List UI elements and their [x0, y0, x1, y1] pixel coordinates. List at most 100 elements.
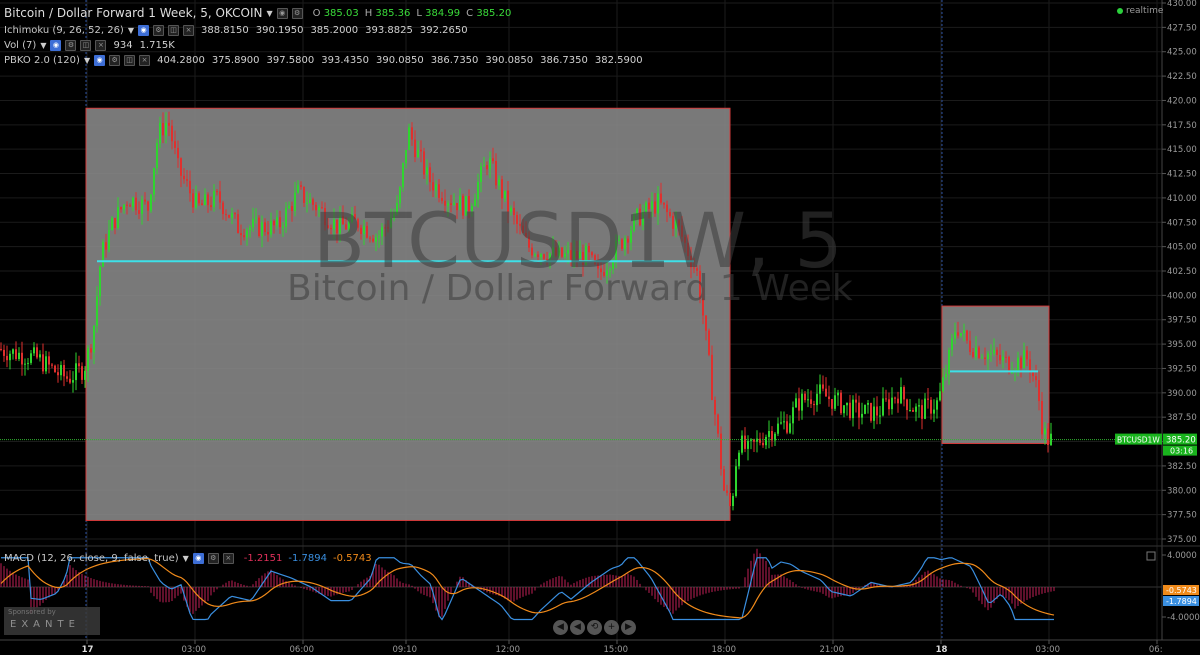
zoom-in-icon[interactable]: +	[604, 620, 619, 635]
indicator-eye-icon[interactable]: ◉	[138, 25, 149, 36]
price-tag-value: 385.20	[1166, 436, 1196, 446]
scroll-left-icon[interactable]: ◀	[553, 620, 568, 635]
candle	[3, 349, 5, 356]
macd-menu-icon[interactable]: ▼	[182, 554, 189, 563]
candle	[477, 181, 479, 200]
candle	[30, 353, 32, 363]
candle	[525, 232, 527, 237]
indicator-value: 393.8825	[365, 25, 413, 36]
candle	[735, 466, 737, 496]
indicator-delete-icon[interactable]: ×	[139, 55, 151, 66]
range-box[interactable]	[941, 305, 1050, 444]
indicator-source-icon[interactable]: ◫	[168, 25, 179, 36]
candle	[996, 349, 998, 356]
candle	[207, 194, 209, 206]
indicator-name[interactable]: Ichimoku (9, 26, 52, 26)	[4, 25, 124, 36]
candle	[747, 440, 749, 449]
candle	[528, 236, 530, 248]
candle	[273, 220, 275, 226]
indicator-value: 934	[113, 40, 133, 51]
watermark-name: Bitcoin / Dollar Forward 1 Week	[287, 268, 853, 309]
indicator-source-icon[interactable]: ◫	[80, 40, 92, 51]
ohlc-label-h: H	[364, 7, 376, 19]
candle	[816, 393, 818, 406]
candle	[108, 230, 110, 250]
candle	[480, 166, 482, 182]
candle	[519, 223, 521, 226]
candle	[786, 421, 788, 433]
indicator-menu-icon[interactable]: ▼	[127, 26, 134, 35]
main-legend: Bitcoin / Dollar Forward 1 Week, 5, OKCO…	[4, 6, 511, 20]
indicator-menu-icon[interactable]: ▼	[83, 56, 91, 65]
candle	[615, 240, 617, 263]
indicator-source-icon[interactable]: ◫	[124, 55, 136, 66]
indicator-name[interactable]: Vol (7)	[4, 40, 37, 51]
indicator-delete-icon[interactable]: ×	[183, 25, 194, 36]
scroll-right-icon[interactable]: ▶	[621, 620, 636, 635]
candle	[819, 384, 821, 394]
candle	[228, 214, 230, 218]
macd-value-tag-text: -0.5743	[1166, 586, 1197, 595]
indicator-value: 385.2000	[310, 25, 359, 36]
macd-label[interactable]: MACD (12, 26, close, 9, false, true)	[4, 553, 179, 564]
sponsor-badge[interactable]: Sponsored by EXANTE	[4, 607, 100, 635]
symbol-menu-icon[interactable]: ▼	[266, 8, 273, 18]
candle	[492, 158, 494, 162]
candle	[24, 363, 26, 365]
symbol-title[interactable]: Bitcoin / Dollar Forward 1 Week, 5, OKCO…	[4, 6, 263, 20]
macd-delete-icon[interactable]: ×	[222, 553, 234, 564]
indicator-delete-icon[interactable]: ×	[95, 40, 107, 51]
candle	[897, 398, 899, 404]
candle	[624, 238, 626, 249]
candle	[945, 373, 947, 378]
candle	[390, 218, 392, 228]
price-axis[interactable]: 430.00 427.50 425.00 422.50 420.00 417.50 415.…	[1161, 0, 1197, 640]
candle	[591, 252, 593, 256]
candle	[1044, 428, 1046, 435]
candle	[879, 415, 881, 417]
candle	[129, 205, 131, 207]
candle	[27, 362, 29, 364]
candle	[891, 397, 893, 410]
reset-icon[interactable]: ⟲	[587, 620, 602, 635]
candle	[654, 201, 656, 214]
ohlc-value-h: 385.36	[375, 7, 411, 19]
candle	[840, 392, 842, 414]
candle	[732, 495, 734, 507]
time-axis[interactable]: 17 03:00 06:00 09:10 12:00 15:00 18:00 21:00 18 0…	[0, 639, 1200, 655]
macd-eye-icon[interactable]: ◉	[192, 553, 204, 564]
candle	[603, 272, 605, 276]
candle	[669, 212, 671, 216]
candle	[540, 254, 542, 258]
candle	[138, 210, 140, 214]
ohlc-value-o: 385.03	[323, 7, 359, 19]
candle	[345, 224, 347, 230]
indicator-settings-icon[interactable]: ⚙	[109, 55, 121, 66]
eye-icon[interactable]: ◉	[276, 7, 288, 19]
price-tick-label: 382.50	[1167, 462, 1197, 472]
candle	[6, 355, 8, 361]
scroll-back-icon[interactable]: ◀	[570, 620, 585, 635]
candle	[990, 353, 992, 355]
macd-value: -0.5743	[333, 553, 372, 564]
indicator-eye-icon[interactable]: ◉	[50, 40, 62, 51]
candle	[465, 195, 467, 216]
candle	[93, 325, 95, 353]
candle	[759, 438, 761, 443]
indicator-menu-icon[interactable]: ▼	[40, 41, 47, 50]
candle	[351, 214, 353, 222]
indicator-settings-icon[interactable]: ⚙	[65, 40, 77, 51]
indicator-settings-icon[interactable]: ⚙	[153, 25, 164, 36]
candle	[618, 239, 620, 241]
candle	[324, 208, 326, 226]
macd-settings-icon[interactable]: ⚙	[207, 553, 219, 564]
range-box[interactable]	[85, 107, 731, 521]
candle	[960, 333, 962, 336]
candle	[258, 217, 260, 237]
indicator-name[interactable]: PBKO 2.0 (120)	[4, 55, 80, 66]
indicator-eye-icon[interactable]: ◉	[94, 55, 106, 66]
maximize-pane-icon[interactable]	[1146, 551, 1156, 561]
settings-icon[interactable]: ⚙	[291, 7, 303, 19]
candle	[705, 315, 707, 331]
